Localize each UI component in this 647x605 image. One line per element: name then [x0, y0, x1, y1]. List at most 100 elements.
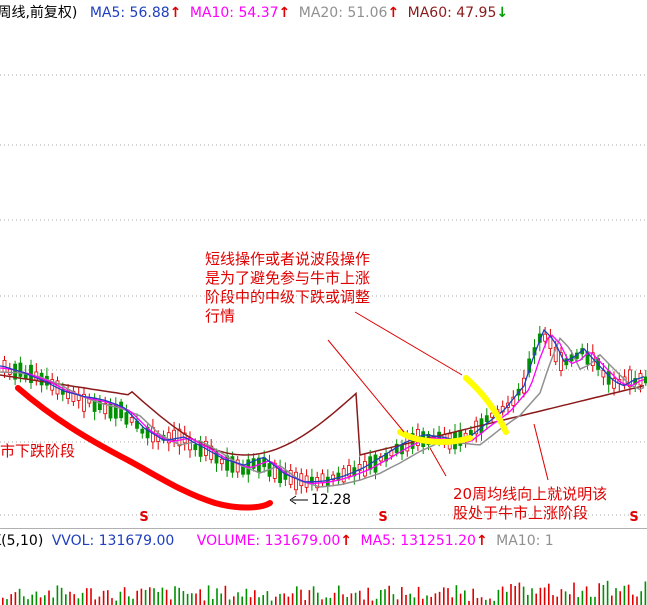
volume-bar	[329, 597, 332, 605]
volume-bar	[606, 580, 609, 605]
candle	[347, 458, 351, 480]
ma20-up-arrow-icon: ↑	[387, 5, 400, 21]
candle	[230, 451, 235, 478]
volume-bar	[186, 593, 189, 605]
volume-bar	[426, 595, 428, 605]
candle	[241, 459, 245, 478]
candle	[336, 466, 341, 485]
volume-bar	[220, 593, 222, 605]
volume-bar	[161, 587, 164, 605]
volume-bar	[35, 591, 38, 605]
volume-bar	[615, 588, 617, 605]
volume-bar	[363, 599, 365, 605]
volume-bar	[170, 599, 172, 605]
volume-bar	[119, 591, 122, 605]
volume-bar	[241, 596, 243, 605]
volume-bar	[342, 594, 344, 605]
volume-bar	[140, 588, 143, 605]
volume-bar	[10, 594, 12, 605]
volume-bar	[254, 590, 256, 605]
volume-bar	[149, 587, 151, 605]
volume-indicator-header: K(5,10) VVOL: 131679.00 VOLUME: 131679.0…	[0, 528, 647, 553]
volume-bar	[396, 599, 399, 605]
volume-bar	[275, 596, 277, 605]
volume-bar	[552, 595, 554, 605]
candle	[71, 386, 76, 406]
volume-bar	[86, 588, 88, 605]
chart-title: (周线,前复权)	[0, 5, 78, 21]
volume-bar	[65, 594, 67, 605]
volume-bar	[506, 591, 508, 605]
volume-bar	[90, 588, 92, 605]
volume-bar	[371, 600, 374, 605]
volume-bar	[569, 594, 571, 605]
candle	[320, 469, 325, 487]
vol-prefix: K(5,10)	[0, 533, 44, 549]
volume-bar	[485, 599, 487, 605]
volume-bar	[472, 588, 474, 605]
volume-bar	[249, 597, 252, 605]
volume-bar	[354, 592, 357, 605]
volume-bar	[619, 591, 621, 605]
candle	[357, 456, 362, 480]
volume-bar	[132, 598, 134, 605]
volume-bar	[518, 582, 521, 605]
indicator-header: (周线,前复权) MA5: 56.88↑ MA10: 54.37↑ MA20: …	[0, 0, 647, 26]
volume-bar	[262, 595, 264, 605]
volume-bar	[312, 586, 315, 605]
volume-bar	[81, 592, 84, 605]
volume-bar	[573, 582, 575, 605]
candle	[559, 346, 563, 377]
volume-bar	[539, 587, 542, 605]
candle	[198, 435, 203, 463]
pointer-line-1	[327, 339, 405, 433]
ma5-up-arrow-icon: ↑	[169, 5, 182, 21]
candle	[278, 459, 283, 488]
pointer-line-4	[533, 423, 549, 481]
ma5-line	[0, 328, 645, 483]
volume-bar	[304, 600, 306, 605]
volume-bar	[27, 599, 29, 605]
volume-bar	[560, 589, 563, 605]
candle	[119, 398, 123, 422]
volume-bar	[308, 590, 311, 605]
volume-bar	[564, 591, 567, 605]
candle	[188, 431, 192, 458]
candle	[484, 408, 489, 430]
volume-bar	[48, 590, 50, 605]
volume-bar	[325, 597, 327, 605]
volume-bar	[636, 596, 638, 605]
volume-bar	[157, 591, 159, 605]
volume-bar	[207, 585, 210, 605]
yellow-highlight-arc-2	[463, 375, 509, 435]
volume-bar	[245, 588, 248, 605]
candle	[500, 400, 505, 416]
volume-bar	[640, 591, 642, 605]
candle	[87, 393, 92, 408]
volume-bar	[346, 597, 348, 605]
candle	[66, 384, 70, 405]
volume-bar	[300, 589, 302, 605]
volume-bar	[535, 593, 537, 605]
volume-bar	[409, 593, 411, 605]
volume-bar	[556, 596, 558, 605]
ma5-value: MA5: 56.88	[89, 5, 170, 21]
volume-bar	[237, 592, 239, 605]
candle	[628, 365, 632, 395]
volume-bar	[52, 597, 54, 605]
volume-bar	[611, 595, 613, 605]
volume-bar	[77, 598, 80, 605]
volume-bar	[380, 589, 382, 605]
volume-bar	[191, 593, 193, 605]
volume-bar	[296, 586, 298, 605]
volume-bar	[212, 599, 214, 605]
volume-bar	[233, 596, 235, 605]
volume-bar	[384, 589, 386, 605]
candle	[251, 453, 256, 472]
volume-bar	[447, 588, 449, 605]
candle	[129, 411, 134, 426]
candle	[113, 397, 118, 427]
volume-bar	[333, 592, 336, 605]
volume-bar	[283, 593, 285, 605]
volume-bar	[510, 584, 512, 605]
